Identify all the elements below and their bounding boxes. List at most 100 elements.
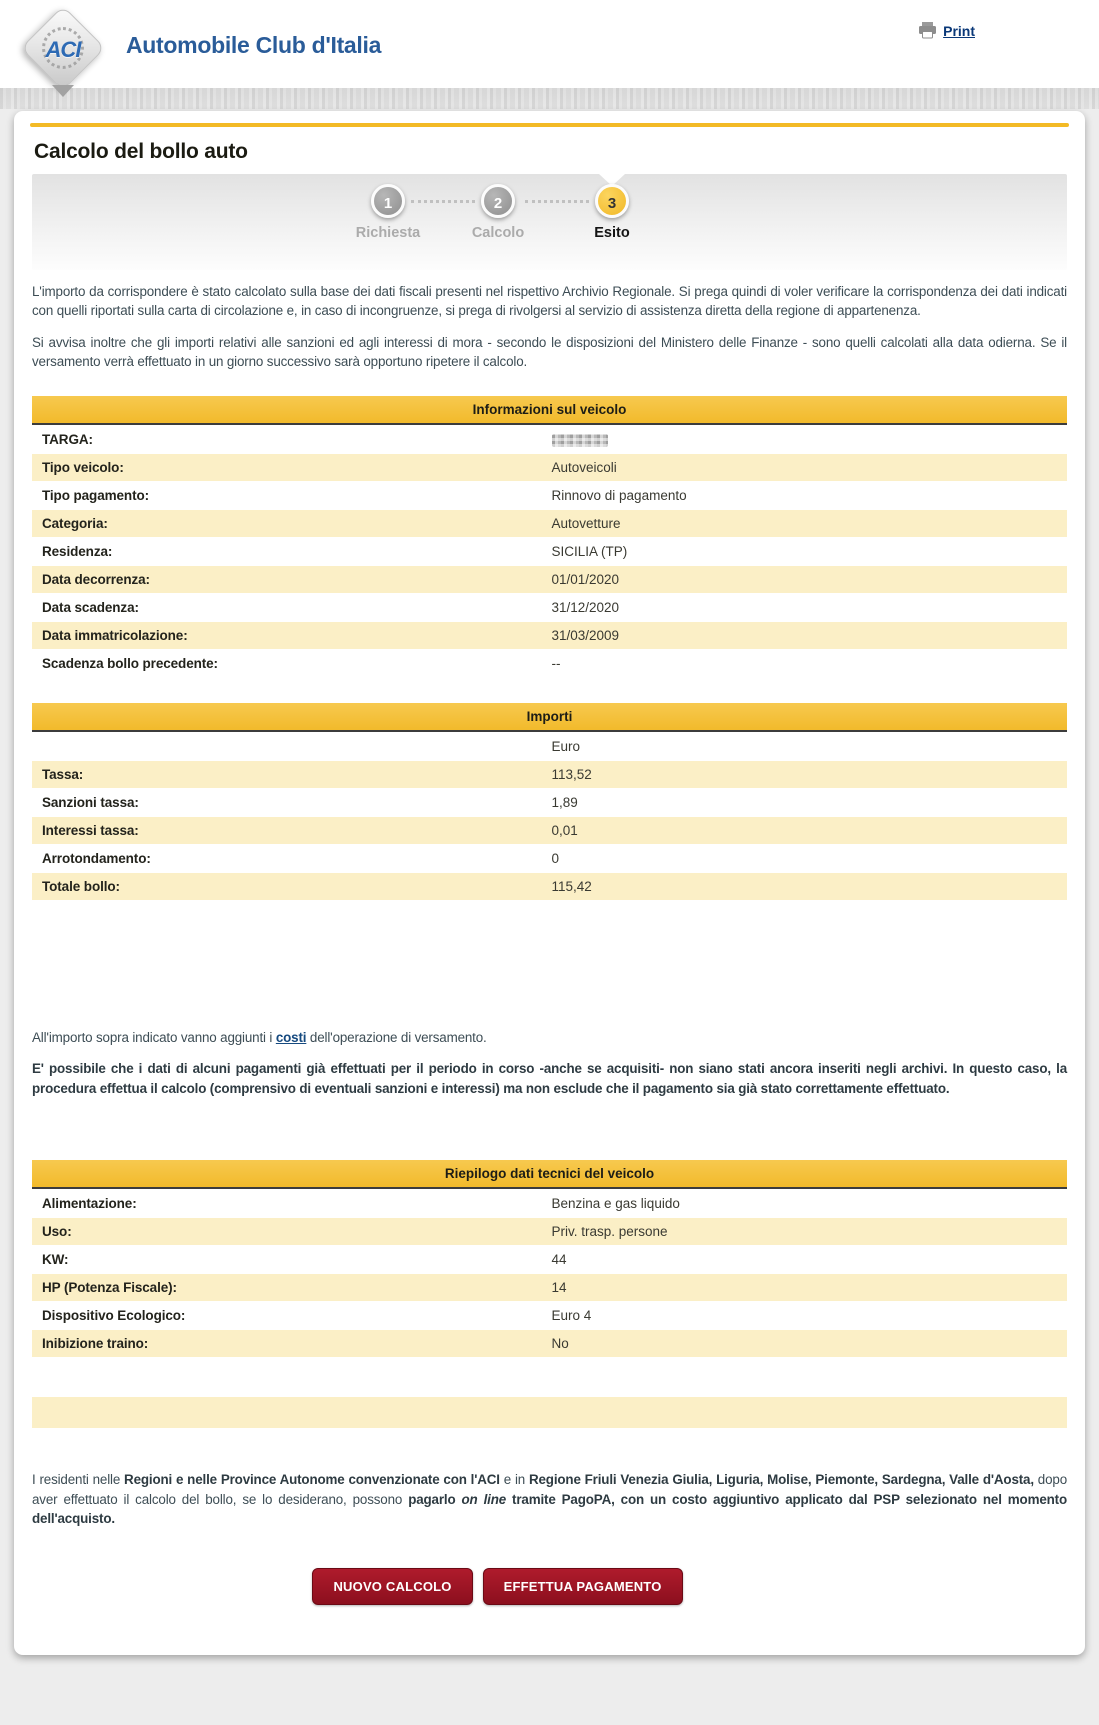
row-value: Benzina e gas liquido — [551, 1196, 680, 1212]
empty-highlight-row — [32, 1397, 1067, 1429]
row-label: KW: — [42, 1252, 69, 1268]
row-value: No — [551, 1336, 569, 1352]
row-label: TARGA: — [42, 431, 93, 447]
row-value: 115,42 — [551, 878, 592, 894]
step-number: 2 — [481, 184, 515, 218]
row-label: Dispositivo Ecologico: — [42, 1308, 186, 1324]
step-connector — [411, 200, 475, 203]
row-value: 113,52 — [551, 766, 592, 782]
row-value: Euro 4 — [551, 1308, 592, 1324]
vehicle-info-rows: TARGA: Tipo veicolo: Autoveicoli Tipo pagam… — [32, 425, 1067, 677]
regions-payment-note: I residenti nelle Regioni e nelle Provin… — [32, 1472, 1067, 1526]
step-connector — [525, 200, 589, 203]
payment-disclaimer: E' possibile che i dati di alcuni pagame… — [32, 1061, 1067, 1096]
row-label: Data decorrenza: — [42, 571, 150, 587]
tech-summary-rows: Alimentazione: Benzina e gas liquido Uso: P… — [32, 1190, 1067, 1358]
row-value: 01/01/2020 — [551, 571, 620, 587]
table-row: TARGA: — [32, 425, 1067, 453]
row-value: 44 — [551, 1252, 567, 1268]
step-label: Calcolo — [471, 225, 525, 241]
row-label: Interessi tassa: — [42, 822, 139, 838]
step-label: Richiesta — [355, 225, 421, 241]
wizard-stepper: 1 Richiesta 2 Calcolo 3 Esito — [32, 174, 1067, 270]
row-label: Categoria: — [42, 515, 108, 531]
row-value — [550, 432, 1058, 447]
row-value: SICILIA (TP) — [551, 543, 628, 559]
table-row: Sanzioni tassa: 1,89 — [32, 788, 1067, 816]
row-label — [42, 739, 550, 754]
step-number: 1 — [371, 184, 405, 218]
costs-note: All'importo sopra indicato vanno aggiunt… — [32, 1028, 1067, 1047]
row-label: Data immatricolazione: — [42, 627, 188, 643]
page-title: Calcolo del bollo auto — [34, 140, 248, 163]
table-row: Alimentazione: Benzina e gas liquido — [32, 1190, 1067, 1218]
table-row: Data immatricolazione: 31/03/2009 — [32, 621, 1067, 649]
table-row: Inibizione traino: No — [32, 1330, 1067, 1358]
table-row: Tassa: 113,52 — [32, 760, 1067, 788]
aci-logo-badge: ACI — [18, 5, 110, 97]
table-row: Residenza: SICILIA (TP) — [32, 537, 1067, 565]
tech-summary-table-header: Riepilogo dati tecnici del veicolo — [32, 1160, 1067, 1190]
costs-link[interactable]: costi — [275, 1029, 307, 1045]
step-label: Esito — [594, 225, 630, 241]
table-row: Euro — [32, 732, 1067, 760]
row-label: HP (Potenza Fiscale): — [42, 1280, 177, 1296]
printer-icon — [919, 22, 937, 39]
row-label: Scadenza bollo precedente: — [42, 655, 218, 671]
row-label: Residenza: — [42, 543, 113, 559]
row-value: 0,01 — [551, 822, 578, 838]
row-label: Tipo pagamento: — [42, 487, 150, 503]
gear-ring-icon — [42, 27, 84, 69]
row-label: Data scadenza: — [42, 599, 139, 615]
brand-wordmark: Automobile Club d'Italia — [126, 32, 382, 58]
make-payment-button[interactable]: EFFETTUA PAGAMENTO — [482, 1568, 683, 1606]
masked-plate-value — [551, 433, 608, 447]
wizard-steps: 1 Richiesta 2 Calcolo 3 Esito — [32, 174, 1067, 270]
table-row: Data scadenza: 31/12/2020 — [32, 593, 1067, 621]
row-value: 0 — [551, 850, 560, 866]
new-calculation-button[interactable]: NUOVO CALCOLO — [312, 1568, 473, 1606]
row-label: Tassa: — [42, 766, 84, 782]
step-number: 3 — [595, 184, 629, 218]
logo-bottom-tip — [52, 85, 74, 97]
amounts-rows: Euro Tassa: 113,52 Sanzioni tassa: 1,89 Inter… — [32, 732, 1067, 900]
table-row: Totale bollo: 115,42 — [32, 872, 1067, 900]
table-row: Arrotondamento: 0 — [32, 844, 1067, 872]
table-row: KW: 44 — [32, 1246, 1067, 1274]
table-row: Dispositivo Ecologico: Euro 4 — [32, 1302, 1067, 1330]
vehicle-info-table: Informazioni sul veicolo TARGA: Tipo veic… — [32, 395, 1067, 677]
active-step-notch — [599, 174, 625, 186]
row-label: Alimentazione: — [42, 1196, 137, 1212]
row-label: Tipo veicolo: — [42, 459, 124, 475]
table-row: Data decorrenza: 01/01/2020 — [32, 565, 1067, 593]
table-row: Interessi tassa: 0,01 — [32, 816, 1067, 844]
costs-note-before: All'importo sopra indicato vanno aggiunt… — [32, 1029, 276, 1045]
tech-summary-table: Riepilogo dati tecnici del veicolo Alime… — [32, 1160, 1067, 1358]
row-label: Totale bollo: — [42, 878, 120, 894]
row-value: 14 — [551, 1280, 567, 1296]
table-row: Tipo veicolo: Autoveicoli — [32, 453, 1067, 481]
step-richiesta: 1 Richiesta — [343, 184, 433, 241]
site-header: ACI Automobile Club d'Italia Print — [0, 0, 1099, 97]
row-value: -- — [551, 655, 561, 671]
row-value: 1,89 — [551, 794, 578, 810]
aci-logo: ACI Automobile Club d'Italia — [18, 5, 382, 97]
step-calcolo: 2 Calcolo — [453, 184, 543, 241]
action-buttons: NUOVO CALCOLO EFFETTUA PAGAMENTO — [0, 1568, 1017, 1606]
table-row: Categoria: Autovetture — [32, 509, 1067, 537]
print-link[interactable]: Print — [918, 22, 975, 39]
decorative-texture-strip — [0, 88, 1099, 109]
content-card: Calcolo del bollo auto 1 Richiesta 2 Calcol… — [14, 111, 1085, 1656]
table-row: Tipo pagamento: Rinnovo di pagamento — [32, 481, 1067, 509]
row-value: Autoveicoli — [551, 459, 617, 475]
gold-divider — [30, 123, 1069, 127]
row-label: Uso: — [42, 1224, 72, 1240]
table-row: Scadenza bollo precedente: -- — [32, 649, 1067, 677]
intro-paragraph-2: Si avvisa inoltre che gli importi relati… — [32, 334, 1067, 370]
costs-note-after: dell'operazione di versamento. — [306, 1029, 487, 1045]
print-label: Print — [943, 22, 975, 39]
vehicle-info-table-header: Informazioni sul veicolo — [32, 395, 1067, 425]
row-label: Inibizione traino: — [42, 1336, 149, 1352]
amounts-table-header: Importi — [32, 702, 1067, 732]
